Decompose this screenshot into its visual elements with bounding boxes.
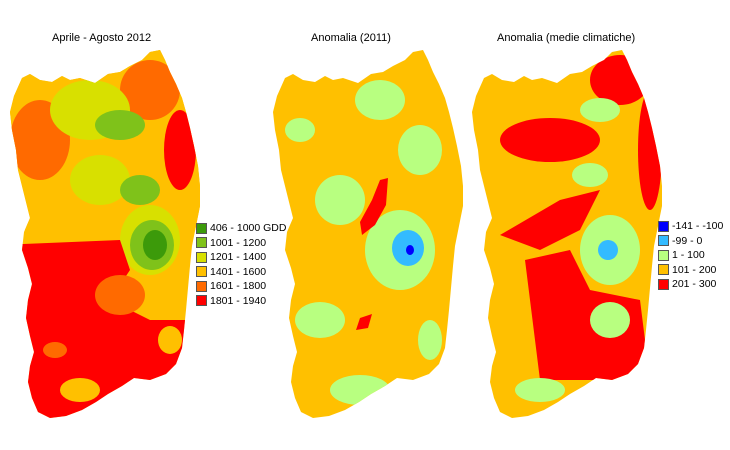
legend-anomaly: -141 - -100 -99 - 0 1 - 100 101 - 200 20… (658, 219, 723, 292)
legend-item: 1201 - 1400 (196, 250, 286, 265)
legend-label: 1601 - 1800 (210, 280, 267, 293)
legend-label: 1201 - 1400 (210, 251, 267, 264)
legend-swatch (196, 295, 207, 307)
legend-label: -99 - 0 (672, 234, 703, 247)
legend-item: 201 - 300 (658, 277, 723, 292)
legend-item: -141 - -100 (658, 219, 723, 234)
legend-swatch (658, 235, 669, 247)
legend-swatch (196, 237, 207, 249)
legend-swatch (658, 220, 669, 232)
legend-label: 1 - 100 (672, 249, 705, 262)
legend-label: 101 - 200 (672, 263, 717, 276)
legend-item: 1401 - 1600 (196, 265, 286, 280)
legend-swatch (658, 264, 669, 276)
legend-item: 1801 - 1940 (196, 294, 286, 309)
legend-label: -141 - -100 (672, 220, 724, 233)
legend-item: 1 - 100 (658, 248, 723, 263)
legend-item: 101 - 200 (658, 263, 723, 278)
legend-swatch (658, 249, 669, 261)
legend-item: 1001 - 1200 (196, 236, 286, 251)
legend-label: 1401 - 1600 (210, 265, 267, 278)
legend-swatch (196, 266, 207, 278)
map-gdd-2012 (10, 50, 200, 418)
map-anomaly-2011 (273, 50, 463, 418)
legend-label: 201 - 300 (672, 278, 717, 291)
legend-label: 406 - 1000 GDD (210, 222, 287, 235)
legend-item: 406 - 1000 GDD (196, 221, 286, 236)
legend-label: 1001 - 1200 (210, 236, 267, 249)
legend-gdd: 406 - 1000 GDD 1001 - 1200 1201 - 1400 1… (196, 221, 286, 308)
legend-item: -99 - 0 (658, 234, 723, 249)
map-anomaly-climate (472, 50, 662, 418)
legend-swatch (196, 222, 207, 234)
legend-item: 1601 - 1800 (196, 279, 286, 294)
legend-swatch (196, 251, 207, 263)
legend-label: 1801 - 1940 (210, 294, 267, 307)
map-title-3: Anomalia (medie climatiche) (497, 32, 636, 44)
map-title-1: Aprile - Agosto 2012 (52, 32, 152, 44)
legend-swatch (196, 280, 207, 292)
map-title-2: Anomalia (2011) (311, 32, 391, 44)
legend-swatch (658, 278, 669, 290)
